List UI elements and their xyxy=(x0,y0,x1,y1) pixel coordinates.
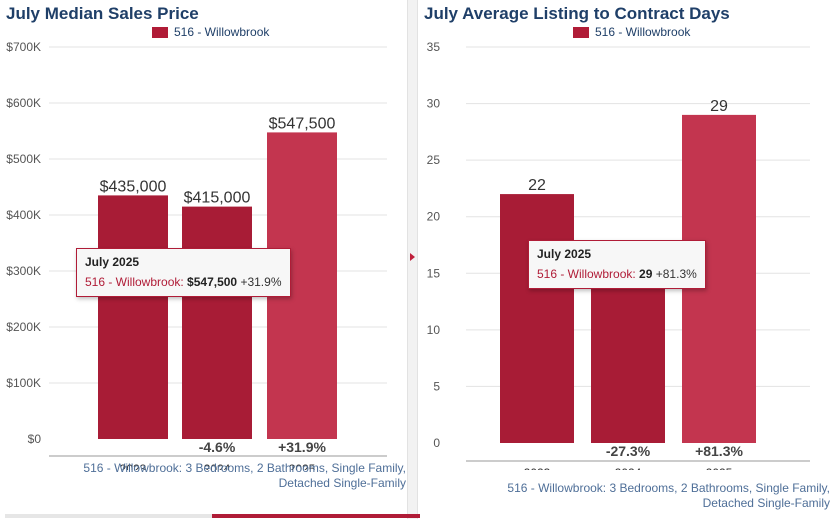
change-label: -4.6% xyxy=(199,439,236,455)
change-label: -27.3% xyxy=(606,443,651,459)
chart-title: July Average Listing to Contract Days xyxy=(424,4,730,23)
bar-2023 xyxy=(98,195,168,439)
chart-title: July Median Sales Price xyxy=(6,4,199,23)
y-tick-label: 0 xyxy=(433,436,440,450)
y-tick-label: 35 xyxy=(427,40,441,54)
change-label: +81.3% xyxy=(695,443,743,459)
footnote-line-2: Detached Single-Family xyxy=(278,476,406,490)
x-tick-label: 2025 xyxy=(289,462,316,470)
y-tick-label: $500K xyxy=(6,152,41,166)
median-sales-price-chart: $0 $100K $200K $300K $400K $500K $600K $700K $43… xyxy=(6,40,387,470)
listing-to-contract-days-chart: 05101520253035222023-27.3%202429+81.3%20… xyxy=(427,40,810,470)
tooltip-change: +31.9% xyxy=(240,275,282,289)
x-tick-label: 2025 xyxy=(706,466,733,470)
bar-2024 xyxy=(182,206,252,439)
y-tick-label: $400K xyxy=(6,208,41,222)
tooltip-value: 29 xyxy=(639,267,653,281)
y-tick-label: 5 xyxy=(433,379,440,393)
legend[interactable]: 516 - Willowbrook xyxy=(573,25,690,39)
y-tick-label: 15 xyxy=(427,266,441,280)
legend-label: 516 - Willowbrook xyxy=(174,25,270,39)
legend-swatch xyxy=(152,26,168,38)
y-tick-label: 25 xyxy=(427,153,441,167)
scrollbar-thumb[interactable] xyxy=(212,514,420,518)
data-label: $415,000 xyxy=(184,190,251,207)
tooltip-change: +81.3% xyxy=(655,267,697,281)
x-tick-label: 2023 xyxy=(524,466,551,470)
x-tick-label: 2024 xyxy=(615,466,642,470)
data-label: $547,500 xyxy=(269,115,336,132)
change-label: +31.9% xyxy=(278,439,326,455)
footnote: 516 - Willowbrook: 3 Bedrooms, 2 Bathroo… xyxy=(83,461,406,491)
median-sales-price-panel: July Median Sales Price 516 - Willowbroo… xyxy=(0,0,407,519)
footnote-line-2: Detached Single-Family xyxy=(702,496,830,510)
data-label: 22 xyxy=(528,177,546,194)
legend[interactable]: 516 - Willowbrook xyxy=(152,25,269,39)
tooltip: July 2025 516 - Willowbrook: 29 +81.3% xyxy=(528,240,706,289)
y-tick-label: $700K xyxy=(6,40,41,54)
tooltip-title: July 2025 xyxy=(537,247,592,261)
data-label: 29 xyxy=(710,98,728,115)
tooltip: July 2025 516 - Willowbrook: $547,500 +3… xyxy=(76,248,291,297)
tooltip-value: $547,500 xyxy=(187,275,238,289)
tooltip-series: 516 - Willowbrook: xyxy=(85,275,184,289)
y-tick-label: $300K xyxy=(6,264,41,278)
expand-arrow-icon[interactable] xyxy=(410,253,415,261)
y-tick-label: 30 xyxy=(427,97,441,111)
footnote-line-1: 516 - Willowbrook: 3 Bedrooms, 2 Bathroo… xyxy=(507,481,830,495)
y-tick-label: 20 xyxy=(427,210,441,224)
tooltip-row: 516 - Willowbrook: 29 +81.3% xyxy=(537,267,697,281)
bar-2023 xyxy=(500,194,574,443)
listing-to-contract-days-panel: July Average Listing to Contract Days 51… xyxy=(418,0,831,519)
y-tick-label: 10 xyxy=(427,323,441,337)
footnote-line-1: 516 - Willowbrook: 3 Bedrooms, 2 Bathroo… xyxy=(83,461,406,475)
y-tick-label: $200K xyxy=(6,320,41,334)
y-tick-label: $100K xyxy=(6,376,41,390)
data-label: $435,000 xyxy=(100,178,167,195)
x-tick-label: 2024 xyxy=(204,462,231,470)
bar-2024 xyxy=(591,261,665,443)
tooltip-series: 516 - Willowbrook: xyxy=(537,267,636,281)
y-tick-label: $600K xyxy=(6,96,41,110)
legend-label: 516 - Willowbrook xyxy=(595,25,691,39)
y-tick-label: $0 xyxy=(28,432,42,446)
tooltip-title: July 2025 xyxy=(85,255,140,269)
x-tick-label: 2023 xyxy=(120,462,147,470)
tooltip-row: 516 - Willowbrook: $547,500 +31.9% xyxy=(85,275,282,289)
footnote: 516 - Willowbrook: 3 Bedrooms, 2 Bathroo… xyxy=(507,481,830,511)
legend-swatch xyxy=(573,26,589,38)
